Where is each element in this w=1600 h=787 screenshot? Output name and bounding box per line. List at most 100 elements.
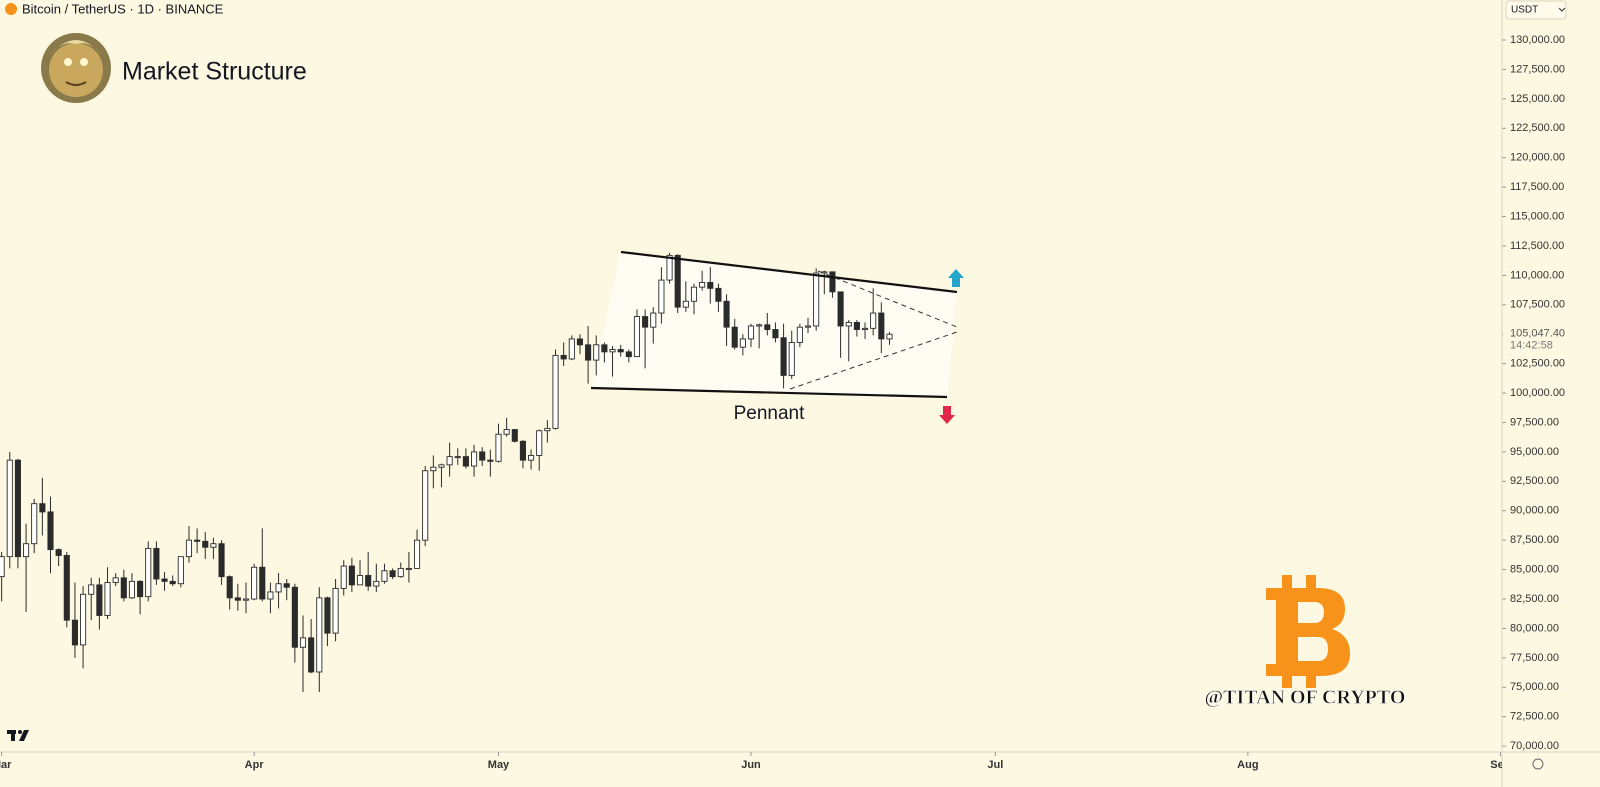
- candle-body: [145, 547, 152, 598]
- candle-body: [536, 430, 543, 456]
- candle-body: [723, 300, 730, 328]
- candle-body: [544, 427, 551, 432]
- candle-body: [413, 539, 421, 569]
- candle-body: [6, 459, 13, 558]
- candle-body: [80, 593, 87, 646]
- candle-body: [405, 567, 412, 570]
- y-tick-label: 117,500.00: [1510, 181, 1564, 193]
- currency-chevron[interactable]: [1558, 7, 1566, 12]
- pennant-area: [591, 252, 957, 397]
- candle-body: [528, 454, 535, 461]
- candle-body: [39, 503, 46, 513]
- x-tick-label: May: [488, 759, 510, 771]
- candle-body: [886, 333, 893, 340]
- candle-body: [617, 349, 624, 353]
- candle-body: [666, 254, 673, 281]
- candle-body: [63, 555, 70, 621]
- candle-body: [601, 344, 608, 353]
- y-tick-label: 130,000.00: [1510, 34, 1565, 46]
- candle-body: [682, 300, 689, 308]
- triangle-lower: [789, 331, 958, 390]
- candle-body: [381, 570, 388, 582]
- candle-body: [462, 456, 469, 467]
- candle-body: [715, 287, 722, 302]
- chart-title: Market Structure: [122, 58, 307, 86]
- candle-body: [242, 598, 250, 601]
- candle-body: [365, 575, 372, 587]
- y-tick-label: 80,000.00: [1510, 622, 1559, 634]
- candle-body: [31, 503, 38, 545]
- bitcoin-logo: [1266, 575, 1350, 688]
- candle-body: [340, 565, 347, 589]
- candle-body: [878, 312, 885, 340]
- x-axis: Mar Apr May Jun Jul Aug Sep: [0, 752, 1502, 771]
- y-tick-label: 72,500.00: [1510, 711, 1559, 723]
- symbol-icon: [5, 3, 17, 15]
- candle-body: [275, 583, 282, 593]
- candle-body: [503, 429, 510, 435]
- x-tick-label: Aug: [1237, 759, 1258, 771]
- candle-body: [585, 344, 592, 361]
- candle-body: [373, 580, 380, 587]
- candle-body: [650, 312, 657, 328]
- candle-body: [316, 597, 323, 673]
- x-tick-label: Jun: [741, 759, 761, 771]
- y-tick-label: 75,000.00: [1510, 681, 1559, 693]
- y-tick-label: 122,500.00: [1510, 122, 1565, 134]
- candle-body: [161, 578, 168, 582]
- candle-body: [870, 312, 877, 329]
- candle-body: [446, 456, 453, 466]
- candle-body: [299, 637, 307, 648]
- candle-body: [389, 570, 396, 578]
- candle-body: [487, 459, 494, 462]
- candle-body: [112, 577, 119, 583]
- candle-body: [495, 433, 502, 462]
- candle-body: [397, 567, 404, 578]
- candle-body: [234, 597, 241, 601]
- countdown: 14:42:58: [1510, 340, 1553, 352]
- candle-body: [780, 337, 787, 376]
- y-tick-label: 112,500.00: [1510, 240, 1564, 252]
- candle-body: [511, 429, 518, 442]
- candle-body: [104, 582, 111, 616]
- y-tick-label: 85,000.00: [1510, 563, 1559, 575]
- candle-body: [202, 540, 209, 548]
- candle-body: [88, 584, 95, 595]
- candle-body: [658, 279, 665, 314]
- candle-body: [308, 637, 315, 673]
- y-tick-label: 125,000.00: [1510, 93, 1565, 105]
- candle-body: [576, 338, 583, 346]
- candle-body: [764, 324, 771, 330]
- candle-body: [356, 575, 364, 586]
- candle-body: [731, 326, 738, 348]
- candle-body: [837, 291, 844, 327]
- candle-body: [804, 325, 812, 328]
- y-tick-label: 110,000.00: [1510, 269, 1564, 281]
- arrow-up: [948, 269, 964, 287]
- x-tick-label: Apr: [245, 759, 265, 771]
- candle-body: [479, 451, 486, 461]
- settings-icon[interactable]: [1532, 758, 1544, 770]
- avatar: [41, 33, 111, 103]
- candle-body: [796, 326, 803, 343]
- candle-body: [120, 577, 127, 599]
- last-price-box: [1503, 325, 1600, 352]
- candle-body: [14, 459, 21, 558]
- candle-body: [707, 281, 714, 289]
- candle-body: [642, 316, 649, 328]
- y-tick-label: 120,000.00: [1510, 152, 1565, 164]
- candle-body: [283, 583, 290, 588]
- candle-body: [438, 464, 445, 468]
- currency[interactable]: USDT: [1511, 5, 1538, 16]
- candle-body: [813, 272, 820, 327]
- candle-body: [185, 539, 193, 558]
- candle-body: [633, 316, 641, 358]
- candle-body: [177, 556, 184, 585]
- candle-body: [747, 325, 755, 340]
- candle-body: [71, 619, 78, 646]
- candles: [0, 253, 893, 692]
- currency-box[interactable]: [1505, 0, 1567, 20]
- watermark: @TITAN OF CRYPTO: [1205, 687, 1406, 709]
- candle-body: [251, 566, 258, 600]
- symbol-title: Bitcoin / TetherUS · 1D · BINANCE: [22, 1, 224, 16]
